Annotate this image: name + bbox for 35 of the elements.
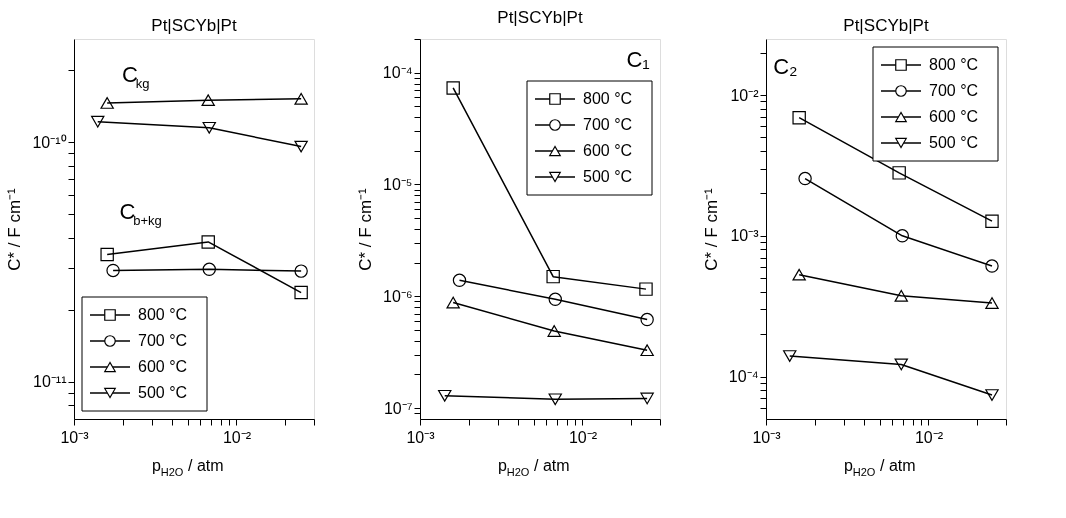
annotation: C₂	[773, 54, 798, 80]
legend-label: 600 °C	[138, 358, 188, 375]
x-tick-label: 10⁻²	[568, 428, 598, 446]
legend-label: 800 °C	[929, 56, 979, 73]
y-tick-label: 10⁻³	[730, 227, 760, 245]
y-tick-label: 10⁻⁷	[383, 399, 413, 417]
y-tick-label: 10⁻¹⁰	[32, 133, 67, 151]
y-tick-label: 10⁻¹¹	[33, 373, 67, 391]
y-tick-label: 10⁻⁴	[382, 64, 413, 82]
x-tick-label: 10⁻³	[406, 428, 436, 446]
legend-label: 700 °C	[138, 332, 188, 349]
y-axis-title: C* / F cm⁻¹	[355, 187, 375, 271]
legend-label: 600 °C	[929, 108, 979, 125]
legend-label: 700 °C	[583, 116, 633, 133]
legend-label: 800 °C	[583, 90, 633, 107]
legend-label: 800 °C	[138, 306, 188, 323]
legend-label: 500 °C	[583, 168, 633, 185]
y-tick-label: 10⁻⁶	[383, 287, 413, 305]
legend-label: 500 °C	[929, 134, 979, 151]
y-tick-label: 10⁻²	[730, 86, 760, 104]
x-tick-label: 10⁻²	[222, 428, 252, 446]
x-tick-label: 10⁻³	[752, 428, 782, 446]
chart-title: Pt|SCYb|Pt	[497, 8, 583, 27]
x-tick-label: 10⁻³	[60, 428, 90, 446]
y-axis-title: C* / F cm⁻¹	[701, 187, 721, 271]
x-tick-label: 10⁻²	[914, 428, 944, 446]
chart-title: Pt|SCYb|Pt	[151, 16, 237, 35]
legend-label: 500 °C	[138, 384, 188, 401]
legend-label: 700 °C	[929, 82, 979, 99]
y-tick-label: 10⁻⁴	[728, 368, 759, 386]
y-axis-title: C* / F cm⁻¹	[5, 187, 25, 271]
chart-title: Pt|SCYb|Pt	[843, 16, 929, 35]
annotation: C₁	[626, 46, 650, 72]
legend-label: 600 °C	[583, 142, 633, 159]
y-tick-label: 10⁻⁵	[383, 176, 413, 193]
